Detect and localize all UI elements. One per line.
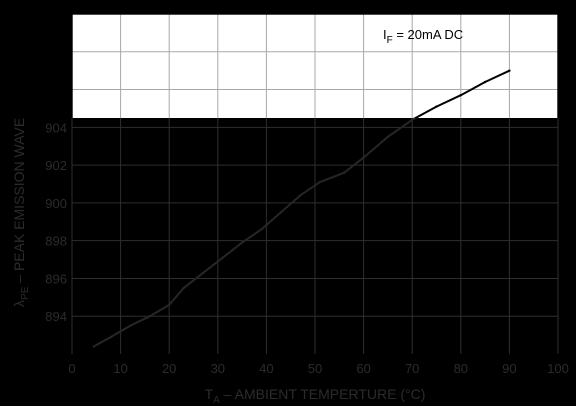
data-point-5 <box>182 286 185 290</box>
grid-lines-dark <box>71 118 559 354</box>
x-tick-label-60: 60 <box>356 361 370 376</box>
y-tick-label-906: 906 <box>45 83 67 98</box>
x-tick-labels: 0 10 20 30 40 50 60 70 80 90 100 <box>68 361 568 376</box>
series-layer <box>92 69 511 348</box>
data-point-16 <box>411 118 414 121</box>
data-point-17 <box>435 105 438 108</box>
data-point-11 <box>299 194 302 197</box>
x-tick-label-80: 80 <box>454 361 468 376</box>
y-tick-label-894: 894 <box>45 309 67 324</box>
data-point-4 <box>168 303 171 307</box>
plot-frame <box>71 13 559 118</box>
y-tick-label-896: 896 <box>45 271 67 286</box>
y-axis-title-group: λPE – PEAK EMISSION WAVELENGTH <box>11 61 31 307</box>
y-tick-label-904: 904 <box>45 120 67 135</box>
data-point-6 <box>202 271 205 274</box>
data-point-2 <box>129 324 132 327</box>
x-tick-label-70: 70 <box>405 361 419 376</box>
x-tick-label-0: 0 <box>68 361 75 376</box>
data-point-10 <box>279 211 283 214</box>
data-point-18 <box>459 94 462 97</box>
y-tick-label-902: 902 <box>45 158 67 173</box>
data-point-1 <box>109 335 113 339</box>
x-tick-label-40: 40 <box>259 361 273 376</box>
y-axis-title-group-dark: λPE – PEAK EMISSION WAVELENGTH <box>11 61 31 307</box>
data-point-12 <box>318 180 322 184</box>
x-tick-label-30: 30 <box>211 361 225 376</box>
x-tick-label-100: 100 <box>547 361 569 376</box>
y-axis-title: λPE – PEAK EMISSION WAVELENGTH <box>11 61 31 307</box>
x-tick-label-20: 20 <box>162 361 176 376</box>
data-point-15 <box>386 135 390 138</box>
data-point-7 <box>221 256 224 259</box>
data-point-0 <box>92 345 96 348</box>
annotation-forward-current: IF = 20mA DC <box>383 27 463 46</box>
y-tick-label-898: 898 <box>45 234 67 249</box>
data-point-9 <box>260 228 263 231</box>
data-point-3 <box>148 315 151 318</box>
y-tick-label-908: 908 <box>45 45 67 60</box>
data-point-20 <box>508 69 511 72</box>
y-axis-title-dark: λPE – PEAK EMISSION WAVELENGTH <box>11 61 31 307</box>
y-tick-label-900: 900 <box>45 196 67 211</box>
y-tick-label-910: 910 <box>45 7 67 22</box>
x-axis-title: TA – AMBIENT TEMPERTURE (°C) <box>205 386 426 406</box>
data-point-8 <box>240 241 244 244</box>
data-point-13 <box>342 171 346 174</box>
wavelength-curve <box>413 69 511 118</box>
x-tick-label-10: 10 <box>113 361 127 376</box>
data-point-19 <box>483 80 487 84</box>
x-tick-label-50: 50 <box>308 361 322 376</box>
x-tick-label-90: 90 <box>502 361 516 376</box>
y-tick-labels: 894 896 898 900 902 904 906 908 910 <box>45 7 67 324</box>
data-point-14 <box>362 156 365 159</box>
